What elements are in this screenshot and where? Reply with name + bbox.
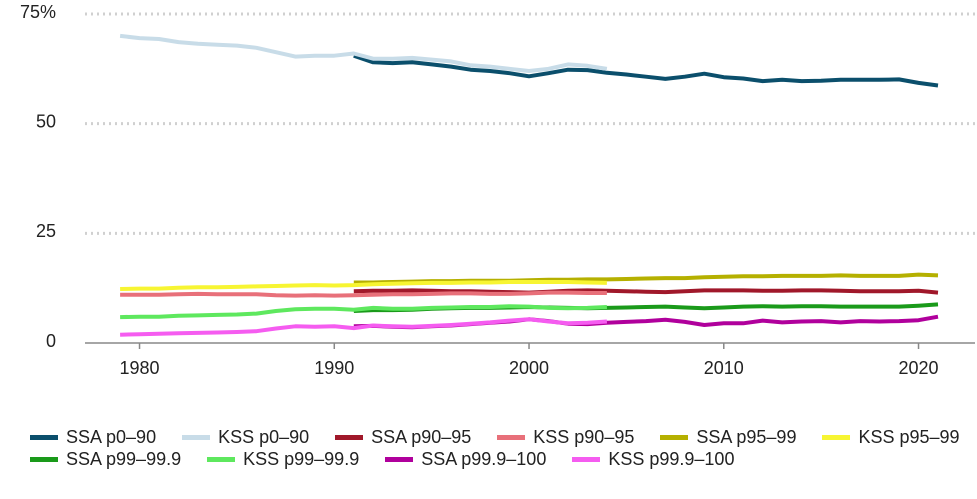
series-line — [120, 317, 608, 337]
legend-swatch — [335, 434, 364, 440]
legend-item: KSS p95–99 — [822, 426, 960, 448]
x-tick-label: 2020 — [898, 358, 938, 378]
legend-swatch — [182, 434, 211, 440]
legend-item: KSS p99.9–100 — [572, 448, 734, 470]
legend-item: SSA p0–90 — [30, 426, 156, 448]
legend-label: SSA p0–90 — [66, 427, 157, 447]
legend-item: SSA p90–95 — [335, 426, 471, 448]
x-tick-label: 1990 — [314, 358, 354, 378]
y-tick-label: 50 — [36, 111, 56, 131]
legend-swatch — [30, 456, 58, 462]
y-tick-label: 25 — [36, 221, 56, 241]
series-line — [119, 33, 608, 73]
x-tick-label: 2010 — [704, 358, 744, 378]
series-line — [120, 280, 607, 291]
legend-label: KSS p90–95 — [533, 427, 635, 447]
legend: SSA p0–90 KSS p0–90 SSA p90–95 KSS p90–95 SS… — [30, 426, 975, 470]
legend-item: SSA p95–99 — [660, 426, 796, 448]
series-line — [353, 53, 939, 88]
legend-swatch — [822, 434, 851, 440]
legend-item: KSS p90–95 — [497, 426, 634, 448]
legend-swatch — [660, 434, 689, 440]
legend-swatch — [385, 456, 414, 462]
series-line — [120, 304, 607, 320]
legend-swatch — [572, 456, 601, 462]
legend-item: KSS p0–90 — [182, 426, 309, 448]
legend-item: SSA p99–99.9 — [30, 448, 181, 470]
legend-label: KSS p99.9–100 — [608, 449, 735, 469]
chart: 0 25 50 75% 1980 1990 2000 2010 2020 — [20, 2, 975, 378]
x-tick-label: 1980 — [120, 358, 160, 378]
series-line — [120, 290, 607, 298]
legend-label: SSA p95–99 — [696, 427, 797, 447]
legend-swatch — [207, 456, 236, 462]
y-tick-label: 0 — [46, 331, 56, 351]
y-tick-label: 75% — [20, 2, 56, 22]
legend-swatch — [30, 434, 58, 440]
legend-label: KSS p95–99 — [858, 427, 960, 447]
legend-label: KSS p99–99.9 — [243, 449, 360, 469]
legend-swatch — [497, 434, 526, 440]
legend-item: SSA p99.9–100 — [385, 448, 546, 470]
legend-item: KSS p99–99.9 — [207, 448, 359, 470]
legend-label: SSA p99.9–100 — [421, 449, 547, 469]
series-line — [353, 288, 939, 295]
legend-label: KSS p0–90 — [218, 427, 310, 447]
legend-label: SSA p90–95 — [371, 427, 472, 447]
legend-label: SSA p99–99.9 — [66, 449, 182, 469]
x-tick-label: 2000 — [509, 358, 549, 378]
